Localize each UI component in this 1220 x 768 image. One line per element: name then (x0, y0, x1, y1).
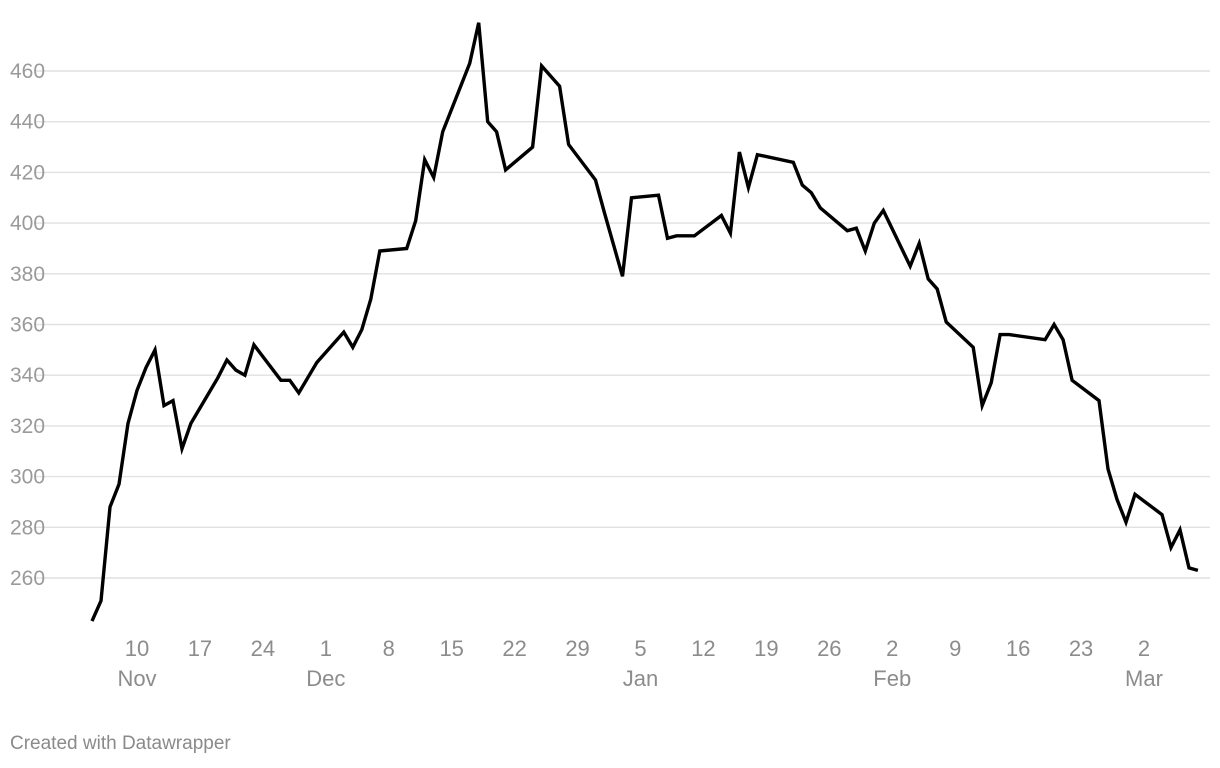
x-tick-label: 15 (439, 636, 463, 661)
y-tick-label: 300 (10, 466, 45, 489)
x-tick-label: 9 (949, 636, 961, 661)
x-tick-label: 2 (886, 636, 898, 661)
y-tick-label: 280 (10, 516, 45, 539)
x-tick-label: 8 (383, 636, 395, 661)
x-month-label: Feb (873, 666, 911, 691)
x-month-label: Dec (306, 666, 345, 691)
x-tick-label: 29 (565, 636, 589, 661)
x-tick-label: 2 (1138, 636, 1150, 661)
x-tick-label: 22 (502, 636, 526, 661)
y-tick-label: 400 (10, 212, 45, 235)
x-axis-tick-labels: 10 Nov 17 24 1 Dec 8 15 22 29 5 Jan 12 19 26 2 Feb 9 16 23 2… (117, 636, 1163, 691)
x-tick-label: 1 (320, 636, 332, 661)
x-month-label: Nov (117, 666, 156, 691)
data-series (90, 22, 1199, 622)
y-tick-label: 360 (10, 314, 45, 337)
y-tick-label: 460 (10, 60, 45, 83)
x-tick-label: 23 (1069, 636, 1093, 661)
gridlines (34, 70, 1210, 579)
y-axis-tick-labels: 260 280 300 320 340 360 380 400 420 440 460 (10, 60, 45, 590)
x-tick-label: 17 (188, 636, 212, 661)
y-tick-label: 320 (10, 415, 45, 438)
x-tick-label: 12 (691, 636, 715, 661)
y-tick-label: 440 (10, 111, 45, 134)
x-tick-label: 24 (251, 636, 275, 661)
y-tick-label: 380 (10, 263, 45, 286)
y-tick-label: 420 (10, 161, 45, 184)
x-tick-label: 19 (754, 636, 778, 661)
x-tick-label: 26 (817, 636, 841, 661)
x-tick-label: 5 (634, 636, 646, 661)
x-month-label: Mar (1125, 666, 1163, 691)
x-tick-label: 10 (125, 636, 149, 661)
y-tick-label: 340 (10, 364, 45, 387)
datawrapper-credit[interactable]: Created with Datawrapper (10, 733, 231, 754)
x-tick-label: 16 (1006, 636, 1030, 661)
y-tick-label: 260 (10, 567, 45, 590)
series-line (90, 22, 1199, 622)
x-month-label: Jan (623, 666, 658, 691)
